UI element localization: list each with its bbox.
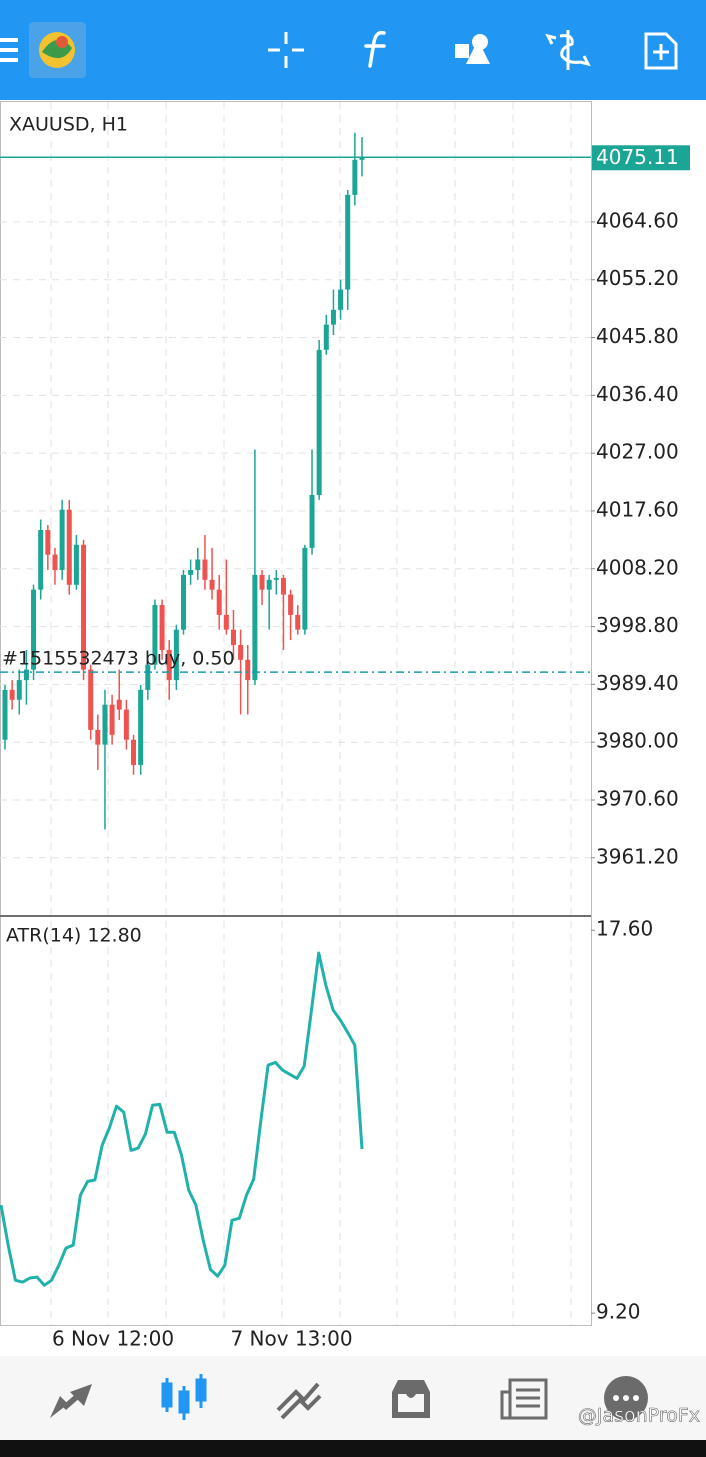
system-bar: [0, 1440, 706, 1457]
candle-body: [38, 530, 44, 590]
y-tick-label: 3998.80: [596, 613, 679, 637]
candle-body: [266, 579, 272, 590]
toolbar: [0, 0, 706, 100]
candle-body: [209, 579, 215, 590]
candle-body: [131, 739, 137, 765]
x-tick-label: 6 Nov 12:00: [52, 1327, 174, 1351]
candle-body: [330, 309, 336, 325]
price-tag: [592, 145, 690, 171]
objects-button[interactable]: [455, 34, 490, 64]
candle-body: [352, 159, 358, 195]
y-tick-label: 4017.60: [596, 497, 679, 521]
candle-body: [223, 614, 229, 630]
crosshair-button[interactable]: [268, 32, 304, 68]
candle-body: [2, 689, 8, 740]
candle-body: [138, 689, 144, 765]
y-tick-label: 3961.20: [596, 844, 679, 868]
history-tab[interactable]: [392, 1380, 430, 1418]
candle-body: [23, 669, 29, 681]
candle-body: [31, 589, 37, 670]
y-tick-label: 17.60: [596, 917, 653, 941]
candle-body: [280, 577, 286, 595]
candle-body: [216, 589, 222, 615]
chart-tab[interactable]: [161, 1374, 207, 1420]
candle-body: [245, 659, 251, 681]
y-tick-label: 9.20: [596, 1300, 641, 1324]
y-tick-label: 3989.40: [596, 671, 679, 695]
y-tick-label: 4055.20: [596, 266, 679, 290]
candle-body: [259, 574, 265, 590]
atr-pane: [0, 916, 592, 1326]
candle-body: [302, 547, 308, 630]
atr-title: ATR(14) 12.80: [6, 925, 142, 947]
candle-body: [73, 544, 79, 585]
bottom-nav: [0, 1356, 706, 1440]
news-tab[interactable]: [500, 1378, 548, 1420]
candle-body: [59, 509, 65, 570]
candle-body: [202, 559, 208, 580]
y-tick-label: 3980.00: [596, 729, 679, 753]
candle-body: [338, 289, 344, 310]
candle-body: [195, 559, 201, 570]
y-tick-label: 4036.40: [596, 382, 679, 406]
candle-body: [66, 509, 72, 585]
candle-body: [102, 704, 108, 745]
candle-body: [152, 605, 158, 665]
candle-body: [88, 669, 94, 730]
candle-body: [295, 614, 301, 630]
candle-body: [166, 649, 172, 681]
candle-body: [52, 554, 58, 570]
new-order-button[interactable]: [644, 32, 678, 70]
candle-body: [345, 194, 351, 290]
y-tick-label: 4027.00: [596, 440, 679, 464]
menu-button[interactable]: [0, 38, 18, 62]
candle-body: [116, 699, 122, 710]
chart-layer: 4064.60 4055.20 4045.80 4036.40 4027.00 4017.…: [0, 132, 690, 1351]
candle-body: [81, 544, 87, 670]
candle-body: [230, 629, 236, 646]
order-label: #1515532473 buy, 0.50: [2, 648, 235, 670]
vertical-grid: [50, 102, 572, 1325]
candle-body: [188, 569, 194, 575]
y-tick-label: 4008.20: [596, 555, 679, 579]
trade-button[interactable]: [545, 30, 591, 70]
candle-body: [309, 494, 315, 548]
y-tick-label: 4064.60: [596, 208, 679, 232]
candle-body: [9, 689, 15, 700]
candle-body: [145, 664, 151, 690]
price-tag-label: 4075.11: [596, 145, 679, 169]
candle-body: [323, 324, 329, 350]
trade-tab[interactable]: [276, 1382, 322, 1420]
indicators-button[interactable]: [364, 30, 386, 68]
candle-body: [123, 709, 129, 740]
candle-body: [159, 605, 165, 650]
candle-body: [238, 645, 244, 660]
messages-tab[interactable]: [604, 1376, 648, 1420]
candle-body: [181, 574, 186, 630]
candle-body: [16, 680, 22, 700]
atr-line: [0, 951, 364, 1287]
chart-title: XAUUSD, H1: [9, 114, 128, 136]
candle-body: [45, 530, 51, 555]
candle-body: [316, 349, 322, 495]
candle-body: [273, 577, 279, 580]
candle-body: [95, 729, 101, 745]
candle-body: [359, 157, 365, 160]
main-pane: [0, 101, 592, 916]
y-tick-label: 4045.80: [596, 324, 679, 348]
x-tick-label: 7 Nov 13:00: [230, 1327, 352, 1351]
y-tick-label: 3970.60: [596, 786, 679, 810]
candle-body: [109, 704, 115, 735]
app-icon[interactable]: [29, 22, 86, 78]
candle-body: [252, 574, 258, 681]
candle-body: [173, 629, 179, 681]
watermark: @JasonProFx: [578, 1405, 700, 1427]
candle-body: [288, 594, 294, 615]
quotes-tab[interactable]: [50, 1384, 92, 1418]
